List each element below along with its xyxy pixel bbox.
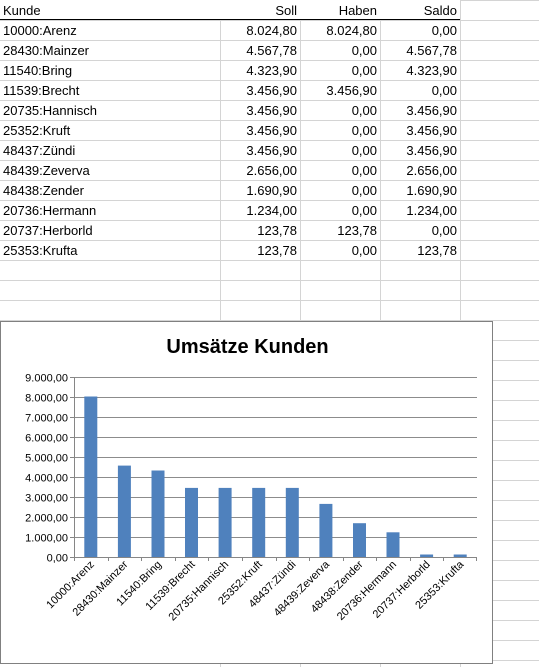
x-tick-label: 20735:Hannisch	[167, 559, 232, 624]
cell-soll[interactable]: 2.656,00	[246, 163, 297, 178]
cell-kunde[interactable]: 10000:Arenz	[3, 23, 77, 38]
cell-soll[interactable]: 4.567,78	[246, 43, 297, 58]
bar	[285, 487, 299, 557]
cell-soll[interactable]: 1.234,00	[246, 203, 297, 218]
table-row: 20735:Hannisch 3.456,90 0,00 3.456,90	[0, 100, 460, 120]
y-tick-label: 3.000,00	[25, 493, 68, 505]
cell-kunde[interactable]: 48439:Zeverva	[3, 163, 90, 178]
x-tick-label: 20736:Hermann	[335, 559, 399, 623]
cell-haben[interactable]: 0,00	[351, 163, 377, 178]
cell-kunde[interactable]: 25353:Krufta	[3, 243, 78, 258]
cell-kunde[interactable]: 48437:Zündi	[3, 143, 76, 158]
bar-chart: 0,00 1.000,00 2.000,00 3.000,00 4.000,00 5.00…	[25, 373, 477, 624]
cell-kunde[interactable]: 11539:Brecht	[3, 83, 80, 98]
cell-saldo[interactable]: 123,78	[417, 243, 457, 258]
bar	[353, 523, 366, 557]
bar	[453, 554, 467, 557]
cell-saldo[interactable]: 3.456,90	[406, 123, 457, 138]
cell-haben[interactable]: 8.024,80	[326, 23, 377, 38]
bar	[117, 465, 131, 557]
y-tick-label: 1.000,00	[25, 533, 68, 545]
cell-haben[interactable]: 0,00	[351, 123, 377, 138]
header-kunde[interactable]: Kunde	[3, 3, 41, 18]
cell-kunde[interactable]: 20737:Herborld	[3, 223, 93, 238]
cell-haben[interactable]: 0,00	[351, 43, 377, 58]
table-row: 48438:Zender 1.690,90 0,00 1.690,90	[0, 180, 460, 200]
y-tick-label: 8.000,00	[25, 393, 68, 405]
cell-haben[interactable]: 0,00	[351, 183, 377, 198]
table-row: 48437:Zündi 3.456,90 0,00 3.456,90	[0, 140, 460, 160]
cell-haben[interactable]: 0,00	[351, 63, 377, 78]
table-row: 20736:Hermann 1.234,00 0,00 1.234,00	[0, 200, 460, 220]
y-tick-label: 0,00	[47, 553, 68, 565]
cell-haben[interactable]: 0,00	[351, 103, 377, 118]
cell-saldo[interactable]: 0,00	[431, 83, 457, 98]
cell-haben[interactable]: 3.456,90	[326, 83, 377, 98]
table-row: 11539:Brecht 3.456,90 3.456,90 0,00	[0, 80, 460, 100]
x-tick-label: 20737:Herborld	[371, 559, 433, 621]
table-header-row: Kunde Soll Haben Saldo	[0, 0, 460, 20]
cell-saldo[interactable]: 4.323,90	[406, 63, 457, 78]
bar	[420, 554, 434, 557]
bar	[218, 487, 232, 557]
table-row: 28430:Mainzer 4.567,78 0,00 4.567,78	[0, 40, 460, 60]
cell-saldo[interactable]: 2.656,00	[406, 163, 457, 178]
cell-saldo[interactable]: 0,00	[431, 23, 457, 38]
header-saldo[interactable]: Saldo	[423, 3, 457, 18]
y-tick-label: 5.000,00	[25, 453, 68, 465]
chart-area[interactable]: Umsätze Kunden 0,00 1.000,00 2.000,00 3.000…	[0, 321, 493, 664]
cell-haben[interactable]: 123,78	[337, 223, 377, 238]
cell-soll[interactable]: 8.024,80	[246, 23, 297, 38]
table-row: 10000:Arenz 8.024,80 8.024,80 0,00	[0, 20, 460, 40]
cell-saldo[interactable]: 3.456,90	[406, 103, 457, 118]
bar	[151, 470, 165, 557]
cell-soll[interactable]: 123,78	[257, 243, 297, 258]
table-row: 20737:Herborld 123,78 123,78 0,00	[0, 220, 460, 240]
bar	[252, 487, 266, 557]
cell-kunde[interactable]: 28430:Mainzer	[3, 43, 89, 58]
bar	[84, 396, 98, 557]
cell-saldo[interactable]: 4.567,78	[406, 43, 457, 58]
table-row: 48439:Zeverva 2.656,00 0,00 2.656,00	[0, 160, 460, 180]
cell-soll[interactable]: 3.456,90	[246, 143, 297, 158]
cell-haben[interactable]: 0,00	[351, 203, 377, 218]
table-row: 11540:Bring 4.323,90 0,00 4.323,90	[0, 60, 460, 80]
cell-saldo[interactable]: 1.234,00	[406, 203, 457, 218]
y-tick-label: 2.000,00	[25, 513, 68, 525]
cell-soll[interactable]: 1.690,90	[246, 183, 297, 198]
cell-kunde[interactable]: 20736:Hermann	[3, 203, 97, 218]
cell-kunde[interactable]: 48438:Zender	[3, 183, 84, 198]
table-row: 25353:Krufta 123,78 0,00 123,78	[0, 240, 460, 260]
cell-kunde[interactable]: 25352:Kruft	[3, 123, 71, 138]
y-tick-label: 4.000,00	[25, 473, 68, 485]
cell-kunde[interactable]: 20735:Hannisch	[3, 103, 97, 118]
table-row: 25352:Kruft 3.456,90 0,00 3.456,90	[0, 120, 460, 140]
y-tick-label: 9.000,00	[25, 373, 68, 385]
cell-soll[interactable]: 3.456,90	[246, 83, 297, 98]
cell-haben[interactable]: 0,00	[351, 143, 377, 158]
chart-title: Umsätze Kunden	[166, 336, 329, 358]
cell-saldo[interactable]: 3.456,90	[406, 143, 457, 158]
cell-soll[interactable]: 3.456,90	[246, 123, 297, 138]
y-tick-label: 7.000,00	[25, 413, 68, 425]
bar	[319, 503, 333, 557]
cell-haben[interactable]: 0,00	[351, 243, 377, 258]
cell-soll[interactable]: 3.456,90	[246, 103, 297, 118]
cell-saldo[interactable]: 0,00	[431, 223, 457, 238]
header-haben[interactable]: Haben	[338, 3, 377, 18]
bar	[386, 532, 400, 557]
cell-kunde[interactable]: 11540:Bring	[3, 63, 73, 78]
bar	[185, 487, 198, 557]
cell-soll[interactable]: 4.323,90	[246, 63, 297, 78]
cell-soll[interactable]: 123,78	[257, 223, 297, 238]
header-soll[interactable]: Soll	[275, 3, 297, 18]
cell-saldo[interactable]: 1.690,90	[406, 183, 457, 198]
y-tick-label: 6.000,00	[25, 433, 68, 445]
